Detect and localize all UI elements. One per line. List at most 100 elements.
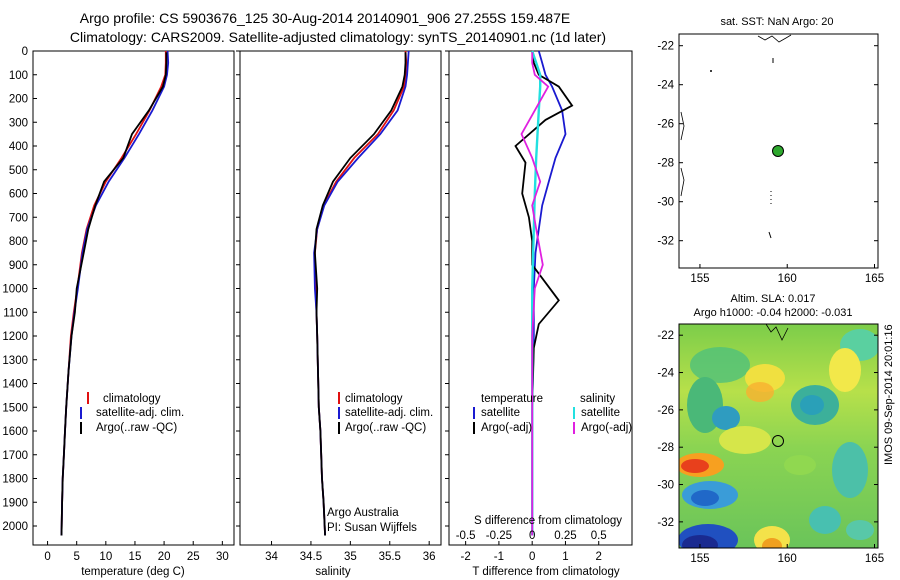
s-tick-label: -0.25 bbox=[486, 530, 512, 542]
difference-t-ticks: -2 -1 0 1 2 bbox=[461, 541, 602, 563]
series-line-satellite-adj-clim- bbox=[60, 50, 170, 536]
depth-tick-label: 400 bbox=[9, 141, 28, 153]
difference-legend: temperature satellite Argo(-adj) salinit… bbox=[473, 393, 632, 434]
legend-label-climatology: climatology bbox=[345, 393, 403, 405]
legend-label-temp-argo: Argo(-adj) bbox=[481, 422, 532, 434]
lat-tick-label: -22 bbox=[657, 330, 674, 342]
lat-tick-label: -24 bbox=[657, 368, 674, 380]
sst-map-panel: sat. SST: NaN Argo: 20 -22 -24 -26 -28 -30 -3… bbox=[657, 16, 884, 285]
lon-tick-label: 165 bbox=[865, 553, 884, 565]
sst-coastline-west bbox=[680, 111, 685, 141]
temperature-axes-frame bbox=[32, 50, 235, 546]
sla-map-title-line1: Altim. SLA: 0.017 bbox=[731, 293, 816, 305]
island-marker bbox=[768, 231, 772, 239]
salinity-legend: climatology satellite-adj. clim. Argo(..… bbox=[338, 392, 433, 434]
temperature-panel: 0100200300400500600700800900100011001200… bbox=[2, 46, 449, 578]
x-tick-label: 15 bbox=[129, 551, 142, 563]
lon-tick-label: 155 bbox=[690, 273, 709, 285]
series-line-climatology bbox=[313, 50, 408, 536]
temperature-x-ticks: 0 5 10 15 20 25 30 bbox=[44, 541, 229, 563]
depth-tick-labels: 0 100 200 300 400 500 600 700 800 900 1000 1100 1200… bbox=[2, 46, 449, 533]
temperature-series bbox=[60, 50, 170, 536]
lat-tick-label: -32 bbox=[657, 236, 674, 248]
series-line-argo-raw-qc- bbox=[60, 52, 168, 536]
depth-tick-label: 1200 bbox=[2, 331, 28, 343]
series-line-temperature-argo-adj- bbox=[514, 52, 574, 536]
depth-tick-label: 1700 bbox=[2, 450, 28, 462]
salinity-panel: 34 34.5 35 35.5 36 salinity climatology sate… bbox=[239, 50, 442, 578]
lat-tick-label: -32 bbox=[657, 517, 674, 529]
legend-sal-header: salinity bbox=[580, 393, 615, 405]
salinity-series bbox=[313, 50, 410, 536]
lon-tick-label: 155 bbox=[690, 553, 709, 565]
series-line-argo-raw-qc- bbox=[313, 52, 407, 536]
sla-map-title-line2: Argo h1000: -0.04 h2000: -0.031 bbox=[693, 307, 852, 319]
sst-coastline-west2 bbox=[680, 167, 685, 197]
figure-title-line2: Climatology: CARS2009. Satellite-adjuste… bbox=[70, 29, 606, 45]
x-tick-label: 5 bbox=[73, 551, 79, 563]
difference-x-label: T difference from climatology bbox=[472, 566, 619, 578]
sst-map-title: sat. SST: NaN Argo: 20 bbox=[720, 16, 833, 28]
x-tick-label: 20 bbox=[158, 551, 171, 563]
difference-panel: -0.5 -0.25 0 0.25 0.5 -2 -1 0 1 2 S difference f… bbox=[448, 50, 633, 578]
salinity-x-label: salinity bbox=[315, 566, 350, 578]
sla-coastline bbox=[765, 323, 789, 341]
depth-tick-label: 1000 bbox=[2, 284, 28, 296]
x-tick-label: 36 bbox=[423, 551, 436, 563]
lat-tick-label: -30 bbox=[657, 197, 674, 209]
s-tick-label: 0 bbox=[529, 530, 535, 542]
depth-tick-label: 100 bbox=[9, 70, 28, 82]
sst-coastline bbox=[757, 34, 792, 43]
depth-tick-label: 1400 bbox=[2, 379, 28, 391]
sst-map-lon-ticks: 155 160 165 bbox=[690, 264, 884, 285]
legend-label-argo: Argo(..raw -QC) bbox=[345, 422, 426, 434]
s-tick-label: 0.25 bbox=[554, 530, 576, 542]
salinity-note-line2: PI: Susan Wijffels bbox=[327, 522, 417, 534]
series-line-satellite-adj-clim- bbox=[313, 50, 410, 536]
x-tick-label: 0 bbox=[44, 551, 50, 563]
x-tick-label: -1 bbox=[494, 551, 504, 563]
depth-tick-label: 800 bbox=[9, 236, 28, 248]
lat-tick-label: -22 bbox=[657, 41, 674, 53]
x-tick-label: 34 bbox=[265, 551, 278, 563]
depth-tick-label: 1600 bbox=[2, 426, 28, 438]
salinity-axes-frame bbox=[239, 50, 442, 546]
lat-tick-label: -26 bbox=[657, 119, 674, 131]
depth-tick-label: 1500 bbox=[2, 402, 28, 414]
x-tick-label: 2 bbox=[596, 551, 602, 563]
legend-label-temp-satellite: satellite bbox=[481, 407, 520, 419]
x-tick-label: 0 bbox=[529, 551, 535, 563]
sst-map-frame bbox=[678, 33, 879, 269]
x-tick-label: 1 bbox=[562, 551, 568, 563]
legend-label-argo: Argo(..raw -QC) bbox=[96, 422, 177, 434]
x-tick-label: 35 bbox=[344, 551, 357, 563]
s-tick-label: -0.5 bbox=[456, 530, 476, 542]
difference-series bbox=[514, 50, 574, 536]
side-stamp: IMOS 09-Sep-2014 20:01:16 bbox=[883, 324, 895, 465]
legend-label-sal-satellite: satellite bbox=[581, 407, 620, 419]
lat-tick-label: -28 bbox=[657, 442, 674, 454]
x-tick-label: 10 bbox=[99, 551, 112, 563]
depth-tick-label: 1900 bbox=[2, 497, 28, 509]
difference-s-label: S difference from climatology bbox=[474, 515, 622, 527]
legend-label-climatology: climatology bbox=[103, 393, 161, 405]
x-tick-label: -2 bbox=[461, 551, 471, 563]
sla-map-lat-ticks: -22 -24 -26 -28 -30 -32 bbox=[657, 330, 878, 529]
lon-tick-label: 165 bbox=[865, 273, 884, 285]
depth-tick-label: 900 bbox=[9, 260, 28, 272]
depth-tick-label: 1100 bbox=[3, 307, 28, 319]
depth-tick-label: 300 bbox=[9, 117, 28, 129]
legend-label-satellite-adj: satellite-adj. clim. bbox=[345, 407, 433, 419]
x-tick-label: 30 bbox=[216, 551, 229, 563]
depth-tick-label: 1300 bbox=[2, 355, 28, 367]
island-marker bbox=[710, 70, 712, 72]
depth-tick-label: 500 bbox=[9, 165, 28, 177]
argo-float-marker bbox=[772, 145, 784, 157]
series-line-salinity-argo-adj- bbox=[520, 52, 550, 536]
depth-tick-label: 600 bbox=[9, 189, 28, 201]
difference-axes-frame bbox=[448, 50, 633, 546]
sst-map-lat-ticks: -22 -24 -26 -28 -30 -32 bbox=[657, 41, 878, 248]
legend-temp-header: temperature bbox=[481, 393, 543, 405]
x-tick-label: 25 bbox=[187, 551, 200, 563]
